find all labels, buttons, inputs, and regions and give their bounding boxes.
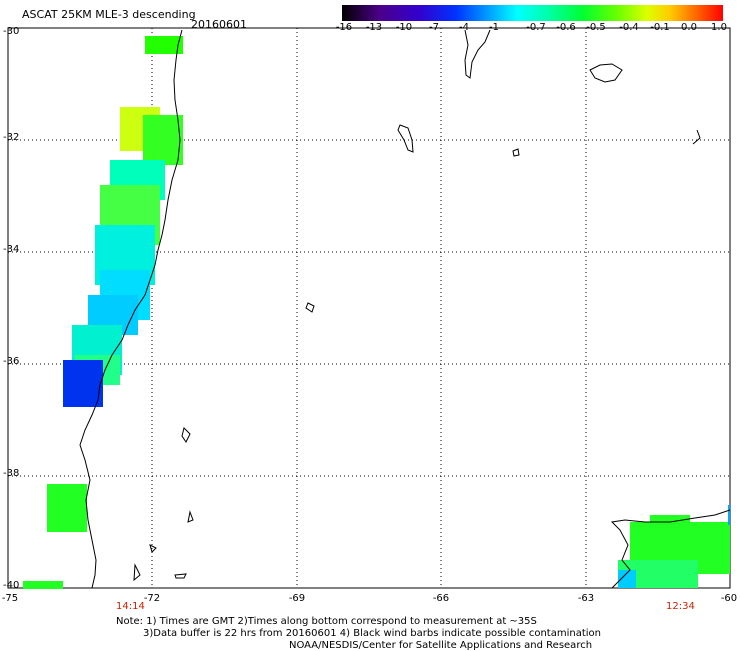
note-line-3: NOAA/NESDIS/Center for Satellite Applica… bbox=[289, 640, 593, 651]
time-right: 12:34 bbox=[666, 601, 695, 612]
lon-label: -66 bbox=[432, 593, 450, 604]
colorbar-tick: -16 bbox=[335, 22, 353, 33]
title-text: ASCAT 25KM MLE-3 descending bbox=[22, 8, 196, 21]
colorbar-gradient bbox=[342, 5, 723, 21]
lon-label: -75 bbox=[1, 593, 19, 604]
time-left: 14:14 bbox=[116, 601, 145, 612]
coastlines bbox=[79, 29, 731, 589]
colorbar-tick: -13 bbox=[365, 22, 383, 33]
colorbar-tick: -0.7 bbox=[526, 22, 546, 33]
lat-label: -40 bbox=[3, 580, 20, 591]
colorbar-tick: -0.1 bbox=[650, 22, 670, 33]
lon-label: -60 bbox=[720, 593, 738, 604]
lon-label: -69 bbox=[288, 593, 306, 604]
colorbar-tick: -4 bbox=[459, 22, 469, 33]
colorbar-tick: -1 bbox=[489, 22, 499, 33]
title-date: 20160601 bbox=[191, 18, 247, 31]
colorbar-tick: -0.6 bbox=[556, 22, 576, 33]
lat-label: -30 bbox=[3, 26, 20, 37]
lat-label: -36 bbox=[3, 356, 20, 367]
colorbar bbox=[342, 5, 723, 21]
colorbar-tick: -0.4 bbox=[619, 22, 639, 33]
note-line-2: 3)Data buffer is 22 hrs from 20160601 4)… bbox=[143, 628, 601, 639]
colorbar-tick: 1.0 bbox=[711, 22, 727, 33]
lat-label: -32 bbox=[3, 132, 20, 143]
map-title: ASCAT 25KM MLE-3 descending 20160601 bbox=[22, 8, 247, 31]
colorbar-tick: -10 bbox=[395, 22, 413, 33]
lon-label: -72 bbox=[143, 593, 161, 604]
plot-frame bbox=[7, 27, 731, 589]
lat-label: -34 bbox=[3, 244, 20, 255]
lon-label: -63 bbox=[577, 593, 595, 604]
colorbar-tick: -7 bbox=[429, 22, 439, 33]
colorbar-tick: -0.5 bbox=[586, 22, 606, 33]
swath-left bbox=[23, 36, 183, 589]
note-line-1: Note: 1) Times are GMT 2)Times along bot… bbox=[116, 616, 537, 627]
lat-label: -38 bbox=[3, 468, 20, 479]
colorbar-tick: 0.0 bbox=[681, 22, 697, 33]
swath-right bbox=[618, 505, 730, 588]
